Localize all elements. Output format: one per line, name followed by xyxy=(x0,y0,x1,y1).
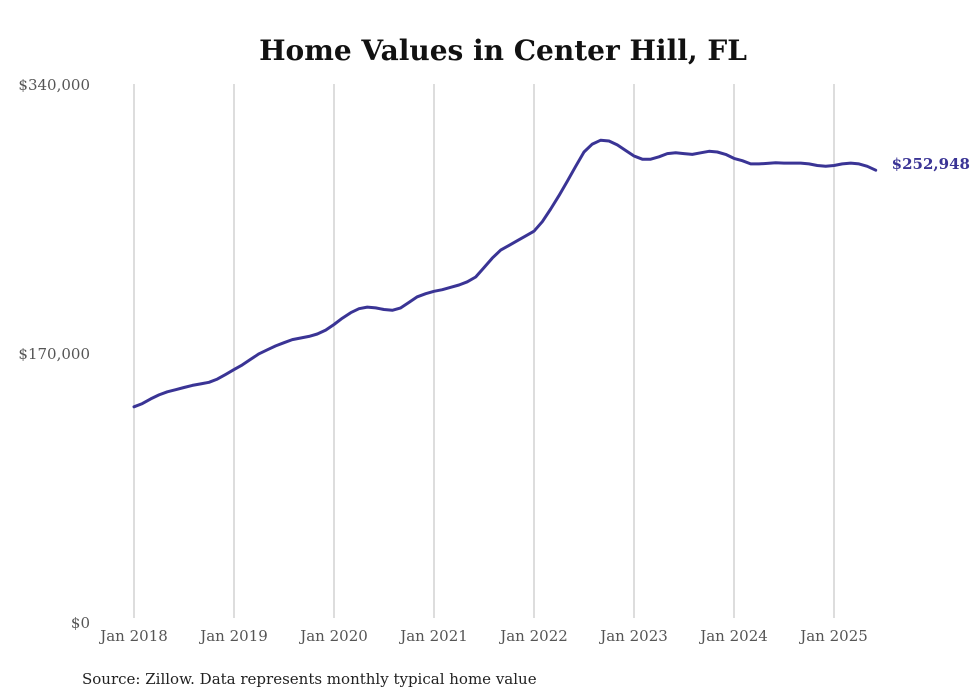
y-tick-label: $340,000 xyxy=(18,76,90,94)
x-tick-label: Jan 2025 xyxy=(798,627,868,645)
x-tick-label: Jan 2023 xyxy=(598,627,668,645)
x-axis-ticks: Jan 2018 Jan 2019 Jan 2020 Jan 2021 Jan 2022… xyxy=(98,627,868,645)
y-tick-label: $0 xyxy=(71,614,90,632)
x-tick-label: Jan 2019 xyxy=(198,627,268,645)
source-note: Source: Zillow. Data represents monthly … xyxy=(82,670,537,688)
end-value-label: $252,948 xyxy=(892,155,970,173)
chart-title: Home Values in Center Hill, FL xyxy=(259,34,747,67)
y-axis-ticks: $0 $170,000 $340,000 xyxy=(18,76,90,632)
x-tick-label: Jan 2021 xyxy=(398,627,468,645)
x-tick-label: Jan 2022 xyxy=(498,627,568,645)
x-tick-label: Jan 2018 xyxy=(98,627,168,645)
grid-lines xyxy=(133,84,835,618)
y-tick-label: $170,000 xyxy=(18,345,90,363)
x-tick-label: Jan 2020 xyxy=(298,627,368,645)
x-tick-label: Jan 2024 xyxy=(698,627,768,645)
series-line xyxy=(132,138,878,409)
